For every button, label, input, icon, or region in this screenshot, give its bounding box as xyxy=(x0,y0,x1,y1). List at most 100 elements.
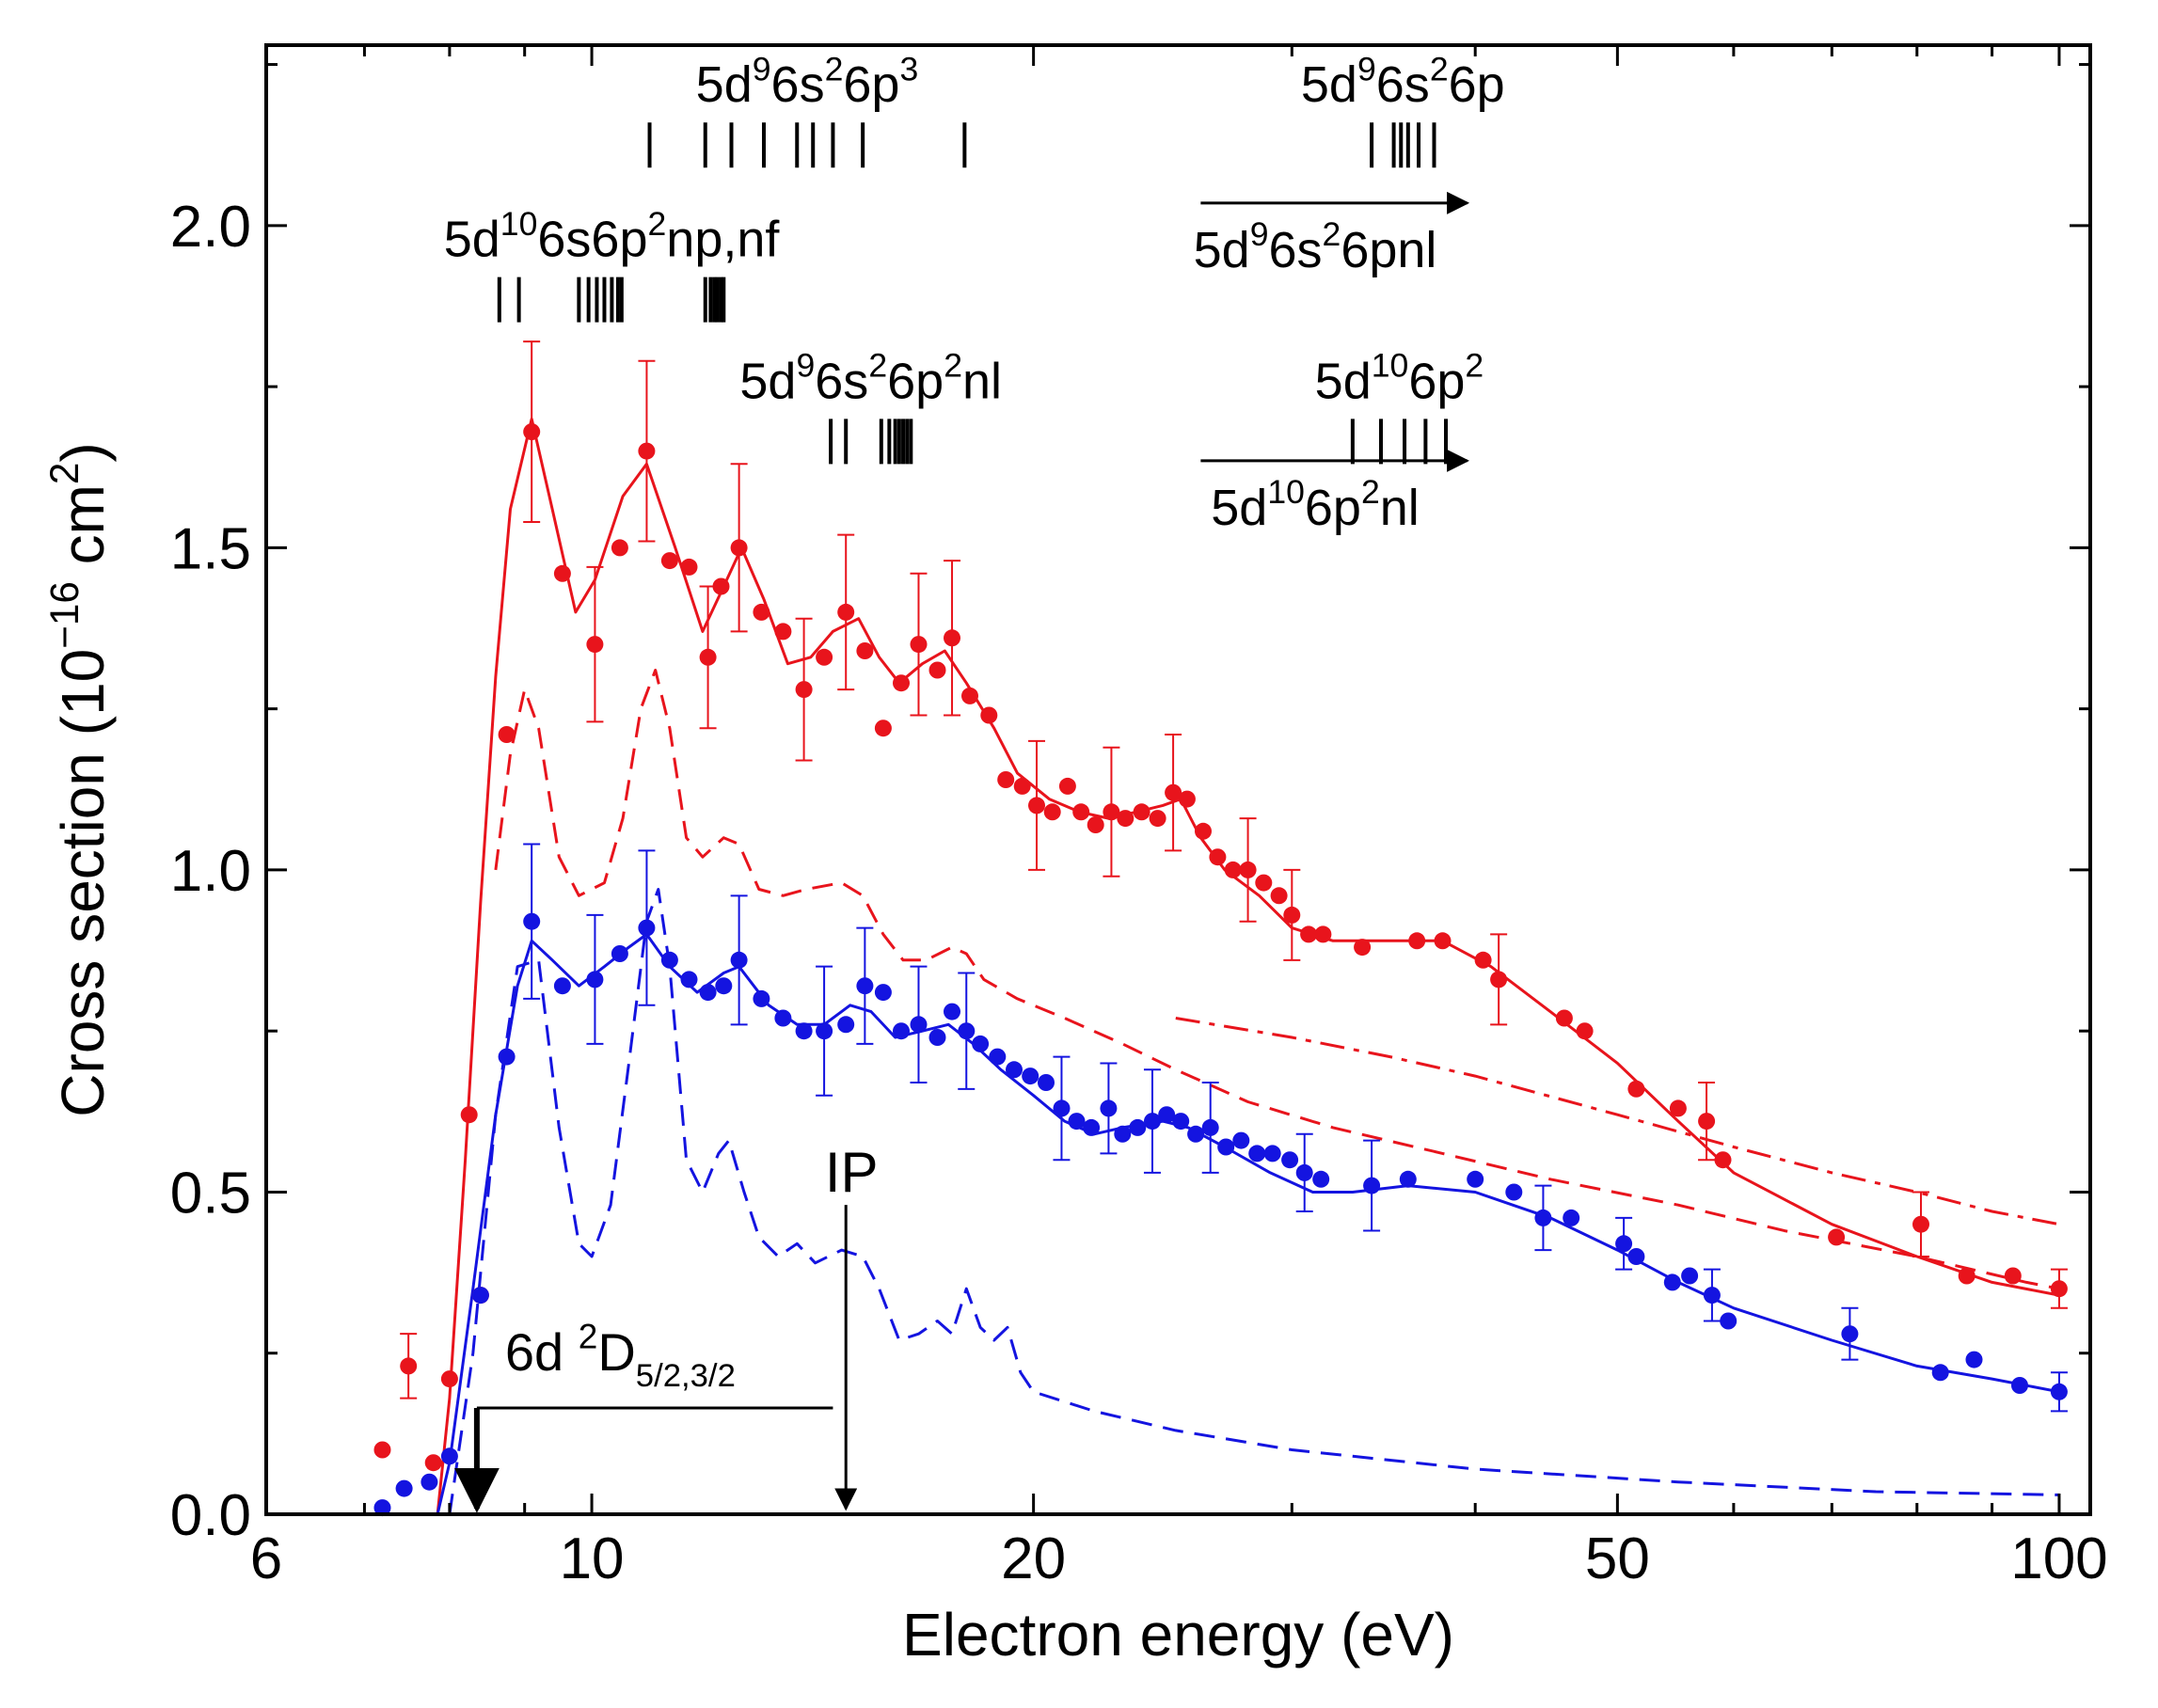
annotations-layer: 6d 2D5/2,3/2 IP xyxy=(453,1141,879,1513)
red-data-point xyxy=(660,552,678,570)
blue-data-point xyxy=(1232,1131,1250,1149)
red-data-point xyxy=(1714,1151,1732,1169)
red-data-point xyxy=(586,636,604,654)
x-axis-label: Electron energy (eV) xyxy=(902,1601,1454,1668)
blue-data-point xyxy=(1534,1209,1552,1226)
red-data-point xyxy=(553,564,571,582)
y-tick-label: 0.0 xyxy=(170,1483,251,1548)
blue-data-point xyxy=(1248,1145,1266,1162)
red-data-point xyxy=(997,771,1015,788)
red-data-point xyxy=(980,706,998,724)
red-data-point xyxy=(910,636,928,654)
red-data-point xyxy=(400,1357,418,1375)
red-data-point xyxy=(424,1454,442,1472)
x-tick-label: 6 xyxy=(250,1526,282,1591)
blue-data-point xyxy=(856,977,874,995)
blue-data-point xyxy=(1615,1235,1633,1253)
blue-data-point xyxy=(1217,1138,1235,1156)
red-data-point xyxy=(1165,783,1182,801)
red-dashdot xyxy=(1175,1017,2060,1226)
blue-data-point xyxy=(1100,1099,1118,1117)
blue-data-point xyxy=(1053,1099,1071,1117)
red-data-point xyxy=(611,539,628,557)
red-data-point xyxy=(774,623,792,640)
red-data-point xyxy=(712,577,730,595)
red-data-point xyxy=(1314,925,1332,943)
blue-data-point xyxy=(553,977,571,995)
blue-data-point xyxy=(1841,1325,1859,1343)
red-data-point xyxy=(1490,971,1508,988)
red-solid-fit xyxy=(436,417,2060,1515)
x-tick-label: 100 xyxy=(2010,1526,2107,1591)
blue-data-point xyxy=(1144,1113,1161,1131)
red-data-point xyxy=(2050,1280,2068,1298)
blue-data-point xyxy=(638,919,656,937)
red-data-point xyxy=(928,661,946,679)
red-dashed-theory xyxy=(494,669,2060,1290)
series-arrow-label: 5d96s26pnl xyxy=(1194,215,1437,278)
red-data-point xyxy=(730,539,748,557)
red-data-point xyxy=(498,726,516,743)
blue-data-point xyxy=(1720,1312,1738,1330)
red-data-point xyxy=(1224,861,1242,878)
red-data-point xyxy=(1627,1080,1645,1098)
blue-data-point xyxy=(1563,1209,1580,1226)
red-data-point xyxy=(961,687,978,704)
red-data-point xyxy=(753,603,770,621)
x-tick-label: 10 xyxy=(560,1526,625,1591)
blue-data-point xyxy=(373,1499,391,1517)
blue-data-point xyxy=(420,1473,438,1491)
blue-data-point xyxy=(471,1287,489,1305)
red-data-point xyxy=(523,423,541,441)
blue-data-point xyxy=(440,1447,458,1465)
blue-data-point xyxy=(1022,1068,1039,1085)
red-data-point xyxy=(1178,790,1196,808)
blue-data-point xyxy=(1281,1151,1299,1169)
blue-data-point xyxy=(1467,1170,1484,1188)
blue-data-point xyxy=(2011,1377,2028,1394)
blue-data-point xyxy=(774,1009,792,1027)
red-data-point xyxy=(680,558,698,576)
blue-data-point xyxy=(730,951,748,969)
red-data-point xyxy=(1043,803,1061,821)
red-data-point xyxy=(1300,925,1318,943)
red-data-point xyxy=(1103,803,1120,821)
red-data-point xyxy=(1133,803,1150,821)
blue-data-point xyxy=(958,1022,976,1040)
blue-data-point xyxy=(1312,1170,1330,1188)
red-data-point xyxy=(1828,1228,1846,1246)
y-tick-label: 1.0 xyxy=(170,839,251,904)
blue-data-point xyxy=(1068,1113,1086,1131)
y-tick-label: 2.0 xyxy=(170,195,251,260)
state-6d-label: 6d 2D5/2,3/2 xyxy=(505,1317,736,1393)
red-data-point xyxy=(1058,777,1076,795)
red-data-point xyxy=(837,603,855,621)
blue-data-point xyxy=(1006,1061,1023,1079)
blue-data-point xyxy=(893,1022,910,1040)
blue-data-point xyxy=(1114,1125,1132,1143)
y-tick-label: 1.5 xyxy=(170,516,251,581)
blue-data-point xyxy=(1083,1118,1101,1136)
blue-data-point xyxy=(1703,1287,1721,1305)
blue-data-point xyxy=(1129,1118,1147,1136)
blue-data-point xyxy=(395,1479,413,1497)
red-data-point xyxy=(1912,1215,1929,1233)
red-data-point xyxy=(1149,810,1166,828)
red-data-point xyxy=(1087,816,1104,833)
red-data-point xyxy=(795,681,813,699)
blue-data-point xyxy=(1965,1351,1983,1368)
blue-data-point xyxy=(1505,1183,1523,1201)
blue-data-point xyxy=(1172,1113,1190,1131)
blue-data-point xyxy=(680,971,698,988)
blue-data-point xyxy=(1399,1170,1417,1188)
level-group-label: 5d96s26p3 xyxy=(696,50,919,113)
red-data-point xyxy=(1474,951,1492,969)
blue-data-point xyxy=(715,977,733,995)
red-data-point xyxy=(373,1441,391,1459)
level-group-label: 5d96s26p2nl xyxy=(739,347,1002,410)
red-data-point xyxy=(1270,887,1288,905)
blue-data-point xyxy=(660,951,678,969)
red-data-point xyxy=(699,648,717,666)
blue-data-point xyxy=(972,1035,990,1052)
